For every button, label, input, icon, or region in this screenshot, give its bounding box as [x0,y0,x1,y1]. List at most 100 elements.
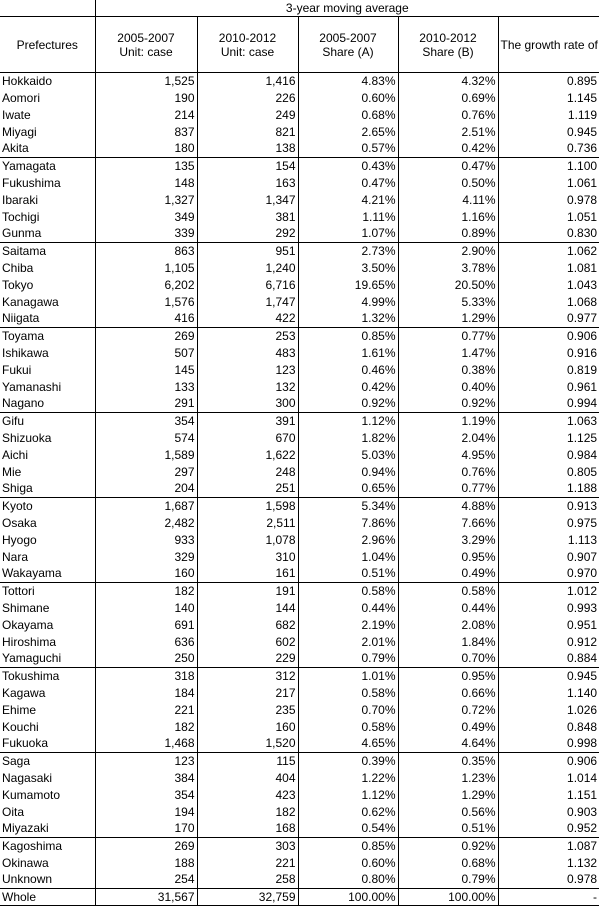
share-a-cell: 0.94% [298,463,399,481]
table-row: Aichi 1,589 1,622 5.03% 4.95% 0.984 [0,446,599,464]
prefecture-cell: Hiroshima [0,633,96,651]
count-0507-cell: 349 [95,208,198,226]
share-a-cell: 0.58% [298,684,399,702]
total-growth-cell: - [498,888,599,906]
prefecture-cell: Kumamoto [0,786,96,804]
growth-cell: 0.913 [567,498,598,513]
share-a-cell: 0.47% [298,174,399,192]
growth-cell: 0.884 [498,650,599,668]
prefecture-cell: Gifu [0,412,96,430]
count-0507-cell: 354 [95,786,198,804]
count-0507-cell: 135 [95,157,198,175]
header-share-0507-label: 2005-2007 Share (A) [319,30,377,59]
count-0507-cell: 221 [95,701,198,719]
share-a-cell: 2.01% [298,633,399,651]
count-0507-cell: 507 [95,344,198,362]
share-a-cell: 5.03% [298,446,399,464]
share-b-cell: 1.23% [398,769,499,787]
growth-cell: 1.063 [567,413,598,428]
growth-cell: 0.984 [567,447,598,462]
prefecture-cell: Saitama [0,242,96,260]
prefecture-cell: Yamanashi [0,378,96,396]
growth-cell: 1.188 [498,480,599,498]
count-1012-cell: 229 [197,650,299,668]
growth-cell: 1.100 [567,158,598,173]
count-0507-cell: 160 [95,565,198,583]
share-a-cell: 2.65% [298,123,399,141]
prefecture-cell: Shizuoka [0,429,96,447]
count-0507-cell: 180 [95,140,198,158]
table-row: Yamanashi 133 132 0.42% 0.40% 0.961 [0,378,599,396]
count-1012-cell: 821 [197,123,299,141]
table-row: Kagawa 184 217 0.58% 0.66% 1.140 [0,684,599,702]
table-row: Ibaraki 1,327 1,347 4.21% 4.11% 0.978 [0,191,599,209]
share-a-cell: 0.85% [298,837,399,855]
growth-cell: 0.830 [498,225,599,243]
prefecture-cell: Aichi [0,446,96,464]
growth-cell: 0.975 [567,515,598,530]
count-0507-cell: 1,105 [95,259,198,277]
share-b-cell: 0.68% [398,854,499,872]
share-b-cell: 0.89% [398,225,499,243]
growth-cell: 1.068 [567,294,598,309]
growth-cell: 0.912 [567,634,598,649]
table-row: Kumamoto 354 423 1.12% 1.29% 1.151 [0,786,599,804]
share-a-cell: 3.50% [298,259,399,277]
share-b-cell: 0.92% [398,837,499,855]
growth-cell: 0.970 [498,565,599,583]
count-1012-cell: 123 [197,361,299,379]
count-1012-cell: 221 [197,854,299,872]
prefecture-cell: Kagoshima [0,837,96,855]
share-a-cell: 1.82% [298,429,399,447]
share-a-cell: 2.73% [298,242,399,260]
table-row: Kouchi 182 160 0.58% 0.49% 0.848 [0,718,599,736]
share-a-cell: 4.21% [298,191,399,209]
count-0507-cell: 2,482 [95,514,198,532]
share-b-cell: 0.66% [398,684,499,702]
share-a-cell: 1.12% [298,412,399,430]
count-1012-cell: 115 [197,752,299,770]
count-1012-cell: 682 [197,616,299,634]
share-b-cell: 0.95% [398,667,499,685]
header-group-title: 3-year moving average [95,0,599,17]
count-0507-cell: 145 [95,361,198,379]
prefecture-cell: Wakayama [0,565,96,583]
growth-cell: 0.903 [567,804,598,819]
prefecture-cell: Kanagawa [0,293,96,311]
table-row: Saitama 863 951 2.73% 2.90% 1.062 [0,242,599,260]
count-1012-cell: 160 [197,718,299,736]
table-row: Aomori 190 226 0.60% 0.69% 1.145 [0,89,599,107]
count-0507-cell: 837 [95,123,198,141]
count-1012-cell: 249 [197,106,299,124]
count-0507-cell: 318 [95,667,198,685]
count-1012-cell: 1,240 [197,259,299,277]
total-count-1012-cell: 32,759 [197,888,299,906]
prefecture-cell: Tottori [0,582,96,600]
table-row: Hiroshima 636 602 2.01% 1.84% 0.912 [0,633,599,651]
share-b-cell: 0.50% [398,174,499,192]
count-1012-cell: 144 [197,599,299,617]
count-0507-cell: 291 [95,395,198,413]
share-b-cell: 1.19% [398,412,499,430]
table-row: Gifu 354 391 1.12% 1.19% 1.063 [0,412,599,430]
prefecture-cell: Tochigi [0,208,96,226]
share-b-cell: 0.76% [398,463,499,481]
share-a-cell: 0.39% [298,752,399,770]
count-0507-cell: 933 [95,531,198,549]
prefecture-cell: Unknown [0,871,96,889]
count-1012-cell: 423 [197,786,299,804]
count-0507-cell: 170 [95,820,198,838]
prefecture-cell: Fukui [0,361,96,379]
count-0507-cell: 6,202 [95,276,198,294]
growth-cell: 0.848 [567,719,598,734]
growth-cell: 1.081 [567,260,598,275]
table-row: Okinawa 188 221 0.60% 0.68% 1.132 [0,854,599,872]
count-0507-cell: 190 [95,89,198,107]
prefecture-cell: Kouchi [0,718,96,736]
share-b-cell: 0.58% [398,582,499,600]
prefecture-cell: Miyazaki [0,820,96,838]
count-1012-cell: 1,520 [197,735,299,753]
count-1012-cell: 381 [197,208,299,226]
count-0507-cell: 133 [95,378,198,396]
count-1012-cell: 2,511 [197,514,299,532]
